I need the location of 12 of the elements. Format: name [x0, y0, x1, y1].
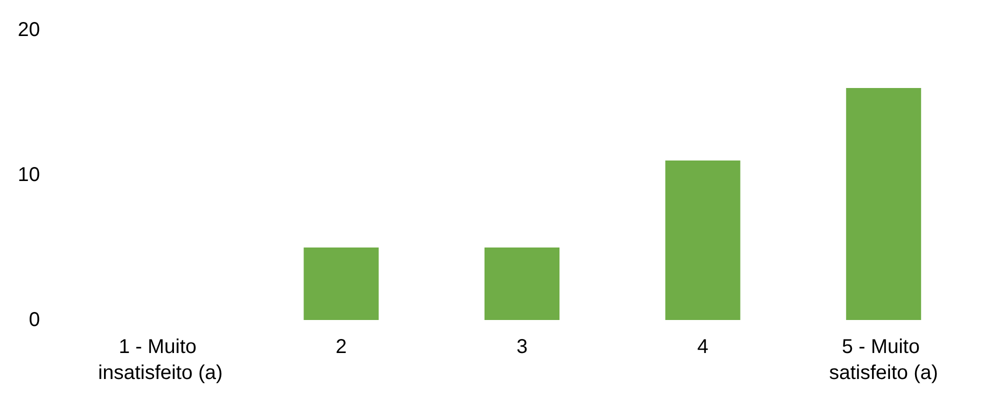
bar	[846, 88, 922, 320]
bar	[484, 248, 560, 320]
y-tick-label: 10	[18, 164, 40, 186]
bar	[304, 248, 379, 320]
y-tick-label: 20	[18, 19, 40, 41]
x-tick-label: 4	[697, 336, 708, 358]
bar	[665, 160, 740, 320]
y-tick-label: 0	[28, 309, 40, 331]
x-tick-label: 2	[336, 336, 347, 358]
x-tick-label: 1 - Muito insatisfeito (a)	[98, 336, 223, 384]
x-tick-label: 3	[516, 336, 528, 358]
x-tick-label: 5 - Muito satisfeito (a)	[829, 336, 938, 384]
